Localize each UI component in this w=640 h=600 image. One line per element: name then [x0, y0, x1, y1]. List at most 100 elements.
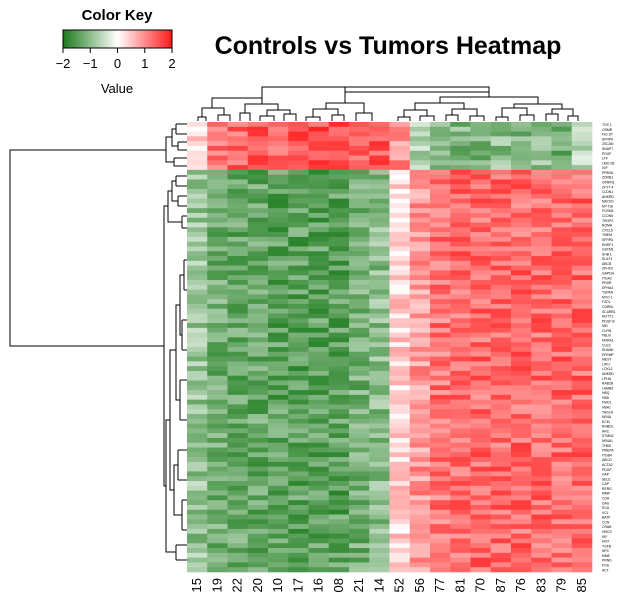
heatmap-cell	[389, 533, 411, 539]
heatmap-cell	[227, 236, 249, 242]
heatmap-cell	[268, 481, 289, 487]
color-key-tick-label: −2	[56, 56, 71, 71]
heatmap-cell	[268, 457, 289, 463]
heatmap-cell	[571, 131, 593, 137]
heatmap-cell	[369, 222, 390, 228]
heatmap-cell	[571, 289, 593, 295]
heatmap-cell	[490, 131, 512, 137]
heatmap-cell	[227, 241, 249, 247]
heatmap-cell	[511, 356, 532, 362]
heatmap-cell	[328, 265, 350, 271]
heatmap-cell	[511, 284, 532, 290]
heatmap-cell	[349, 342, 370, 348]
heatmap-cell	[571, 332, 593, 338]
heatmap-cell	[308, 557, 330, 563]
heatmap-cell	[187, 437, 208, 444]
heatmap-cell	[207, 433, 228, 439]
heatmap-cell	[551, 485, 573, 491]
heatmap-cell	[450, 126, 471, 132]
row-label: SFRPA	[602, 238, 614, 242]
heatmap-cell	[187, 246, 208, 252]
heatmap-cell	[389, 303, 411, 309]
row-label: PDGF	[602, 468, 611, 472]
heatmap-cell	[389, 385, 411, 391]
heatmap-cell	[369, 404, 390, 410]
heatmap-cell	[551, 519, 573, 525]
heatmap-cell	[308, 414, 330, 420]
heatmap-cell	[511, 366, 532, 372]
heatmap-cell	[207, 347, 228, 353]
heatmap-cell	[268, 437, 289, 444]
heatmap-cell	[450, 256, 471, 262]
heatmap-cell	[490, 490, 512, 496]
heatmap-cell	[511, 476, 532, 482]
heatmap-cell	[227, 155, 249, 161]
heatmap-cell	[227, 323, 249, 329]
heatmap-cell	[571, 232, 593, 238]
heatmap-cell	[349, 394, 370, 400]
heatmap-cell	[187, 471, 208, 477]
heatmap-cell	[328, 203, 350, 209]
column-label: 70	[473, 578, 488, 592]
heatmap-cell	[490, 509, 512, 515]
heatmap-cell	[511, 165, 532, 171]
heatmap-cell	[268, 265, 289, 271]
heatmap-cell	[430, 361, 451, 367]
heatmap-cell	[349, 370, 370, 377]
heatmap-cell	[571, 294, 593, 300]
heatmap-cell	[511, 265, 532, 271]
heatmap-cell	[450, 284, 471, 290]
heatmap-cell	[187, 452, 208, 458]
heatmap-cell	[308, 265, 330, 271]
heatmap-cell	[288, 418, 309, 424]
row-label: GPRIN1	[602, 181, 615, 185]
heatmap-cell	[288, 390, 309, 396]
heatmap-cell	[409, 203, 431, 209]
heatmap-cell	[288, 461, 309, 467]
heatmap-cell	[430, 299, 451, 305]
heatmap-cell	[511, 347, 532, 353]
heatmap-cell	[369, 347, 390, 353]
heatmap-cell	[247, 361, 269, 367]
heatmap-cell	[470, 495, 492, 501]
heatmap-cell	[571, 299, 593, 305]
heatmap-cell	[349, 504, 370, 511]
heatmap-cell	[450, 476, 471, 482]
heatmap-cell	[268, 567, 289, 573]
heatmap-cell	[389, 208, 411, 214]
heatmap-cell	[268, 227, 289, 233]
heatmap-cell	[349, 208, 370, 214]
heatmap-cell	[268, 193, 289, 199]
heatmap-cell	[187, 543, 208, 549]
heatmap-cell	[207, 509, 228, 515]
heatmap-cell	[227, 423, 249, 429]
heatmap-cell	[187, 385, 208, 391]
row-label: ZSCAN	[602, 142, 614, 146]
heatmap-cell	[288, 433, 309, 439]
heatmap-cell	[571, 150, 593, 156]
row-label: LIPO	[602, 362, 610, 366]
heatmap-cell	[470, 184, 492, 190]
heatmap-cell	[227, 313, 249, 319]
heatmap-cell	[207, 548, 228, 554]
row-label: ZFYT 4	[602, 185, 613, 189]
heatmap-cell	[187, 524, 208, 530]
heatmap-cell	[389, 179, 411, 185]
heatmap-cell	[490, 174, 512, 180]
heatmap-cell	[551, 303, 573, 309]
heatmap-cell	[369, 495, 390, 501]
heatmap-cell	[328, 208, 350, 214]
heatmap-cell	[490, 212, 512, 219]
heatmap-cell	[268, 562, 289, 568]
heatmap-cell	[409, 533, 431, 539]
heatmap-cell	[349, 461, 370, 467]
heatmap-cell	[430, 399, 451, 405]
heatmap-cell	[227, 203, 249, 209]
heatmap-cell	[571, 126, 593, 132]
heatmap-cell	[247, 189, 269, 195]
heatmap-cell	[308, 409, 330, 415]
heatmap-cell	[268, 399, 289, 405]
heatmap-cell	[551, 557, 573, 563]
heatmap-cell	[511, 208, 532, 214]
